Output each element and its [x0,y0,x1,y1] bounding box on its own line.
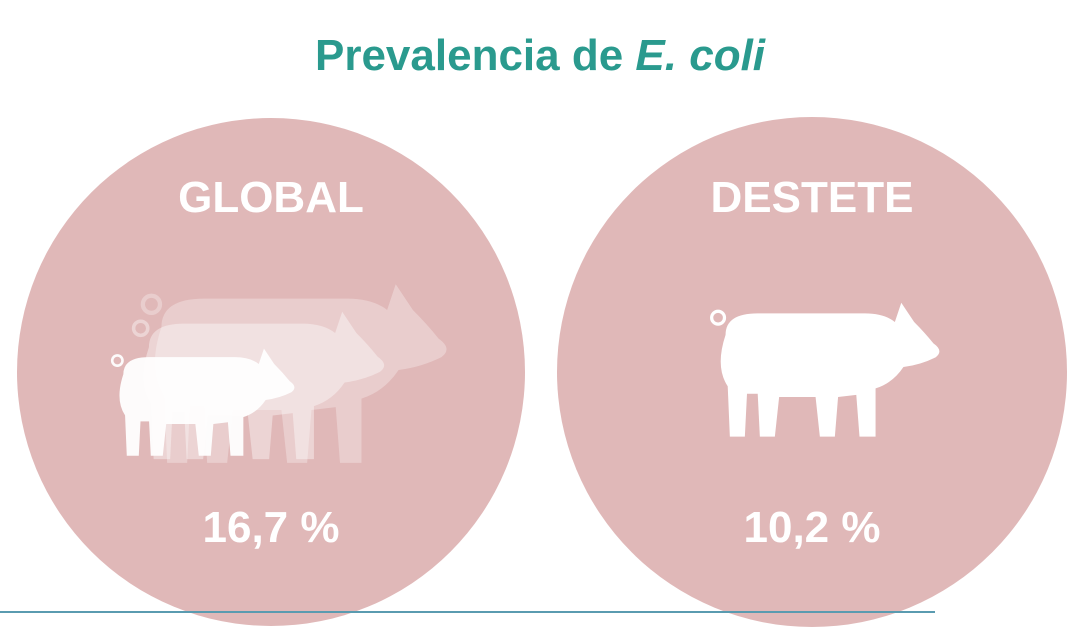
group-label: DESTETE [711,173,914,222]
group-value: 16,7 % [203,503,340,552]
group-label: GLOBAL [178,173,364,222]
title: Prevalencia de E. coli [315,31,766,80]
group-value: 10,2 % [744,503,881,552]
